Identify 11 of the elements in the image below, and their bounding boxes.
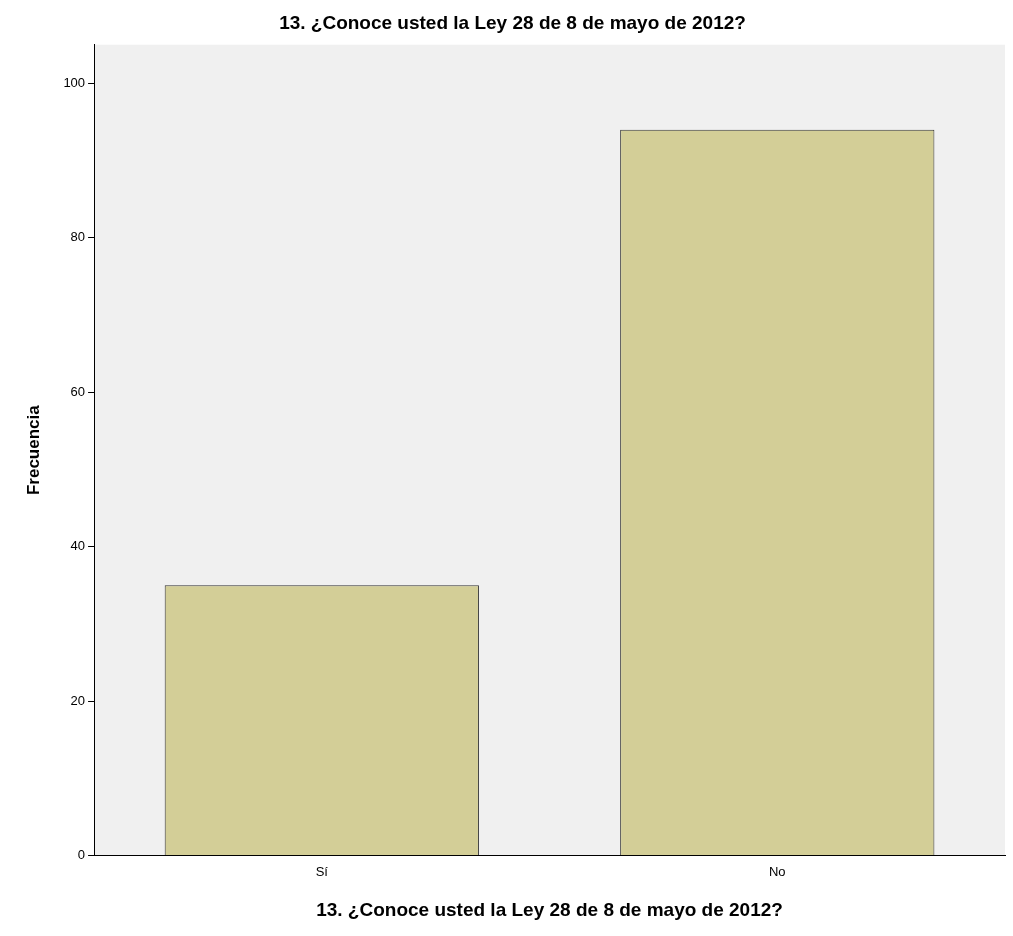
y-tick-label: 100 [63,74,86,90]
chart-title: 13. ¿Conoce usted la Ley 28 de 8 de mayo de 2012? [279,11,746,33]
y-tick-label: 80 [70,229,86,245]
y-axis-title: Frecuencia [23,404,43,496]
y-tick-label: 40 [70,538,86,554]
y-tick-label: 60 [70,383,86,399]
y-tick-label: 20 [70,692,86,708]
x-tick-label: No [768,863,786,879]
y-tick-label: 0 [77,847,86,863]
x-axis-title: 13. ¿Conoce usted la Ley 28 de 8 de mayo de 2012? [316,898,783,920]
x-tick-label: Sí [315,863,329,879]
